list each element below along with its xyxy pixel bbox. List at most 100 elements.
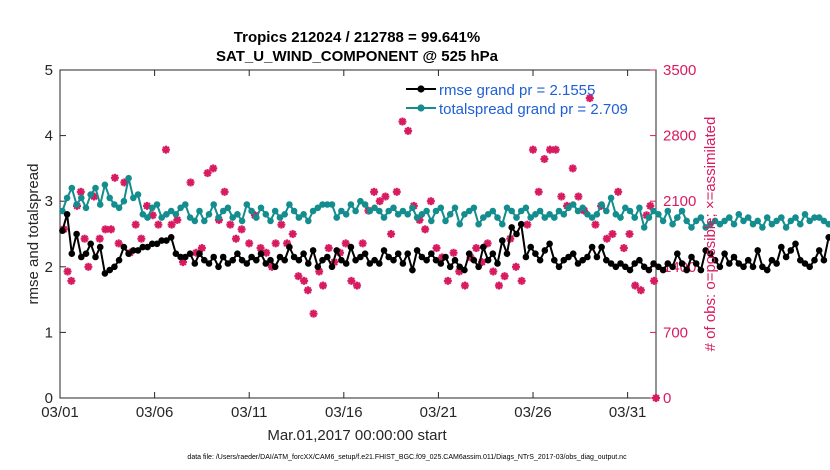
obs-marker-5 — [80, 234, 89, 243]
series-1-point-96 — [513, 214, 520, 221]
obs-marker-33 — [237, 225, 246, 234]
x-tick-label-3: 03/16 — [325, 404, 363, 421]
series-0-point-24 — [172, 250, 180, 257]
series-0-point-26 — [182, 253, 189, 261]
series-0-point-125 — [650, 260, 657, 267]
obs-marker-84 — [523, 220, 532, 229]
obs-marker-66 — [421, 225, 430, 234]
series-0-point-34 — [219, 253, 227, 261]
series-1-point-24 — [172, 211, 180, 218]
series-1-point-0 — [59, 207, 66, 215]
series-0-point-96 — [513, 230, 520, 238]
x-tick-label-4: 03/21 — [420, 404, 458, 421]
series-0-point-82 — [446, 263, 454, 271]
series-0-point-3 — [73, 230, 80, 238]
series-0-point-129 — [669, 263, 676, 271]
series-line-0 — [61, 214, 830, 276]
series-0-point-7 — [92, 253, 99, 261]
obs-marker-32 — [231, 234, 240, 243]
obs-marker-55 — [358, 239, 367, 248]
y-right-tick-label-0: 0 — [663, 390, 671, 407]
series-1-point-41 — [252, 214, 260, 221]
series-0-point-22 — [163, 237, 170, 244]
series-0-point-14 — [125, 250, 132, 257]
series-0-point-119 — [622, 263, 629, 271]
obs-marker-90 — [557, 192, 566, 201]
series-1-point-19 — [148, 204, 156, 212]
series-1-point-15 — [130, 194, 137, 202]
plot-area — [59, 69, 657, 399]
y-right-tick-label-4: 2800 — [663, 128, 696, 145]
series-1-point-64 — [361, 201, 369, 208]
y-left-tick-label-1: 1 — [45, 324, 53, 341]
series-1-point-83 — [451, 204, 459, 212]
series-1-point-88 — [475, 220, 482, 228]
x-axis-ticks: 03/01 03/06 03/11 03/16 03/21 03/26 03/31 — [41, 70, 646, 421]
series-1-point-84 — [456, 220, 464, 228]
series-1-point-162 — [825, 220, 830, 228]
series-1-point-115 — [603, 207, 610, 215]
obs-marker-89 — [551, 145, 560, 154]
series-1-point-71 — [394, 211, 402, 218]
obs-marker-93 — [574, 192, 583, 201]
series-1-point-9 — [101, 181, 109, 189]
series-1-point-27 — [186, 214, 194, 221]
y-left-tick-label-2: 2 — [45, 259, 53, 276]
obs-marker-103 — [631, 281, 640, 290]
x-axis-label: Mar.01,2017 00:00:00 start — [267, 427, 447, 444]
series-0-point-152 — [778, 243, 785, 251]
series-0-point-153 — [782, 253, 790, 261]
series-0-point-103 — [546, 240, 553, 248]
series-1-point-151 — [773, 217, 780, 225]
series-0-point-144 — [740, 263, 747, 271]
obs-marker-10 — [107, 225, 116, 234]
series-1-point-121 — [631, 214, 638, 221]
series-0-point-48 — [286, 243, 293, 251]
series-1-point-35 — [224, 204, 232, 212]
series-1-point-45 — [271, 207, 279, 215]
series-1-point-134 — [692, 217, 700, 225]
series-0-point-80 — [437, 260, 445, 267]
series-0-point-143 — [735, 260, 743, 267]
legend-label-totalspread: totalspread grand pr = 2.709 — [439, 101, 628, 118]
series-1-point-51 — [300, 211, 307, 218]
series-1-point-98 — [522, 204, 530, 212]
series-1-point-89 — [480, 214, 487, 221]
series-0-point-16 — [134, 247, 142, 254]
series-0-point-4 — [78, 253, 85, 261]
series-0-point-113 — [593, 253, 601, 261]
series-1-point-12 — [115, 204, 123, 212]
series-0-point-132 — [683, 266, 690, 274]
series-0-point-2 — [68, 250, 76, 257]
x-tick-label-5: 03/26 — [514, 404, 552, 421]
series-0-point-63 — [357, 253, 364, 261]
obs-marker-26 — [197, 244, 206, 253]
series-0-point-8 — [96, 243, 104, 251]
series-1-point-133 — [688, 224, 695, 231]
x-tick-label-6: 03/31 — [609, 404, 647, 421]
series-0-point-43 — [262, 260, 270, 267]
series-0-point-159 — [811, 256, 818, 264]
series-1-point-5 — [82, 204, 90, 212]
series-0-point-39 — [243, 260, 251, 267]
series-0-point-20 — [153, 240, 161, 248]
series-1-point-80 — [437, 204, 445, 212]
series-0-point-95 — [508, 224, 515, 231]
series-0-point-72 — [399, 260, 407, 267]
series-0-point-124 — [645, 266, 653, 274]
series-1-point-22 — [163, 211, 170, 218]
series-1-point-6 — [87, 191, 94, 198]
obs-marker-27 — [203, 169, 212, 178]
obs-marker-15 — [131, 220, 140, 229]
series-0-point-65 — [366, 260, 374, 267]
obs-marker-60 — [387, 230, 396, 238]
series-0-point-36 — [229, 256, 236, 264]
series-0-point-98 — [522, 253, 530, 261]
obs-marker-102 — [625, 230, 634, 238]
obs-marker-34 — [245, 239, 254, 248]
series-1-point-94 — [503, 204, 511, 212]
series-0-point-83 — [451, 256, 459, 264]
series-0-point-75 — [413, 247, 421, 254]
series-1-point-87 — [470, 204, 478, 212]
